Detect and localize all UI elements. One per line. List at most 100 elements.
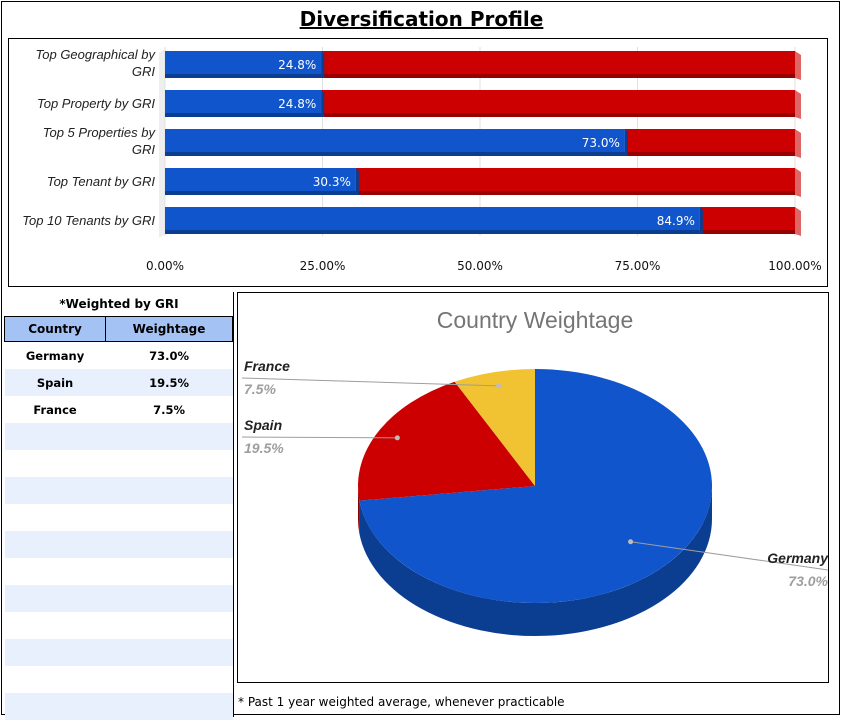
country-cell	[4, 693, 106, 720]
bar-row: 84.9% Top 10 Tenants by GRI	[22, 207, 801, 236]
bar-remainder	[699, 207, 795, 234]
empty-table-row	[4, 531, 233, 558]
bar-value-label: 84.9%	[657, 214, 695, 228]
page-title: Diversification Profile	[299, 7, 544, 31]
bar-share-edge	[355, 168, 359, 195]
weightage-cell	[105, 666, 233, 693]
bar-value-label: 73.0%	[582, 136, 620, 150]
bar-remainder-side	[795, 129, 801, 158]
pie-label-name: Spain	[244, 417, 282, 433]
weightage-cell	[105, 585, 233, 612]
bar-remainder	[355, 168, 795, 195]
weightage-cell: 19.5%	[105, 369, 233, 396]
pie-chart-panel: Country Weightage Germany 73.0% Spain 19.5% F…	[237, 292, 829, 683]
pie-leader-dot	[628, 539, 634, 545]
bar-remainder	[624, 129, 795, 156]
empty-table-row	[4, 585, 233, 612]
category-label: Top Tenant by GRI	[47, 174, 156, 189]
x-tick-label: 25.00%	[300, 259, 346, 273]
bar-share-bottom	[165, 113, 322, 117]
pie-slice-spain	[358, 381, 535, 501]
empty-table-row	[4, 693, 233, 720]
footnote: * Past 1 year weighted average, whenever…	[238, 695, 565, 709]
empty-table-row	[4, 612, 233, 639]
country-cell	[4, 450, 106, 477]
country-cell	[4, 639, 106, 666]
weightage-cell	[105, 450, 233, 477]
pie-leader-line	[241, 436, 398, 439]
pie-label-name: France	[244, 358, 290, 374]
pie-label-percent: 73.0%	[788, 573, 828, 589]
bar-remainder	[321, 51, 795, 78]
weightage-cell: 7.5%	[105, 396, 233, 423]
bar-share	[165, 129, 625, 156]
country-cell	[4, 558, 106, 585]
empty-table-row	[4, 558, 233, 585]
x-tick-label: 100.00%	[768, 259, 821, 273]
pie-leader-line	[241, 377, 499, 387]
weightage-cell	[105, 423, 233, 450]
weightage-cell	[105, 612, 233, 639]
bar-remainder-side	[795, 168, 801, 197]
bar-remainder	[321, 90, 795, 117]
bar-remainder-bottom	[699, 230, 795, 234]
bar-remainder-side	[795, 90, 801, 119]
weightage-cell	[105, 531, 233, 558]
pie-label-percent: 19.5%	[244, 440, 284, 456]
bar-share	[165, 207, 700, 234]
country-cell	[4, 666, 106, 693]
bar-remainder-bottom	[321, 113, 795, 117]
table-row: Spain 19.5%	[4, 369, 233, 396]
bar-share-edge	[699, 207, 703, 234]
x-tick-label: 50.00%	[457, 259, 503, 273]
country-cell	[4, 612, 106, 639]
bar-share-bottom	[165, 152, 625, 156]
bar-share	[165, 51, 322, 78]
category-label: Top 10 Tenants by GRI	[22, 213, 155, 228]
bar-remainder-side	[795, 207, 801, 236]
pie-label-percent: 7.5%	[244, 381, 276, 397]
pie-chart-title: Country Weightage	[437, 307, 633, 333]
bar-value-label: 30.3%	[313, 175, 351, 189]
bar-share-edge	[624, 129, 628, 156]
bar-chart-panel: 0.00% 25.00% 50.00% 75.00% 100.00% 24.8% Top G…	[8, 38, 828, 287]
empty-table-row	[4, 666, 233, 693]
bar-chart: 0.00% 25.00% 50.00% 75.00% 100.00% 24.8% Top G…	[22, 47, 822, 273]
bar-remainder-bottom	[355, 191, 795, 195]
country-table-panel: *Weighted by GRI Country Weightage Germa…	[3, 292, 234, 720]
bar-remainder-side	[795, 51, 801, 80]
weightage-cell: 73.0%	[105, 341, 233, 369]
bar-value-label: 24.8%	[278, 58, 316, 72]
pie-slice-side-germany	[359, 486, 712, 637]
chart-wall	[159, 49, 165, 238]
header-country: Country	[3, 316, 107, 342]
bar-share	[165, 168, 356, 195]
country-cell	[4, 585, 106, 612]
bar-row: 73.0% Top 5 Properties by GRI	[43, 125, 801, 158]
weightage-cell	[105, 693, 233, 720]
empty-table-row	[4, 450, 233, 477]
x-tick-label: 0.00%	[146, 259, 184, 273]
bar-row: 24.8% Top Geographical by GRI	[36, 47, 801, 80]
country-cell: Spain	[4, 369, 106, 396]
weightage-cell	[105, 639, 233, 666]
category-label: Top Geographical by GRI	[36, 47, 157, 79]
pie-leader-dot	[496, 383, 502, 389]
country-cell	[4, 504, 106, 531]
empty-table-row	[4, 639, 233, 666]
empty-table-row	[4, 504, 233, 531]
table-row: Germany 73.0%	[4, 341, 233, 369]
empty-table-row	[4, 477, 233, 504]
country-cell: Germany	[4, 341, 106, 369]
pie-leader-dot	[394, 435, 400, 441]
pie-leader-line	[630, 541, 829, 571]
bar-share-edge	[321, 90, 325, 117]
pie-slice-germany	[359, 369, 712, 603]
pie-label-name: Germany	[767, 550, 828, 566]
country-cell	[4, 477, 106, 504]
empty-table-row	[4, 423, 233, 450]
pie-slice-france	[454, 369, 535, 486]
header-weightage: Weightage	[105, 316, 233, 342]
bar-remainder-bottom	[321, 74, 795, 78]
weightage-cell	[105, 558, 233, 585]
